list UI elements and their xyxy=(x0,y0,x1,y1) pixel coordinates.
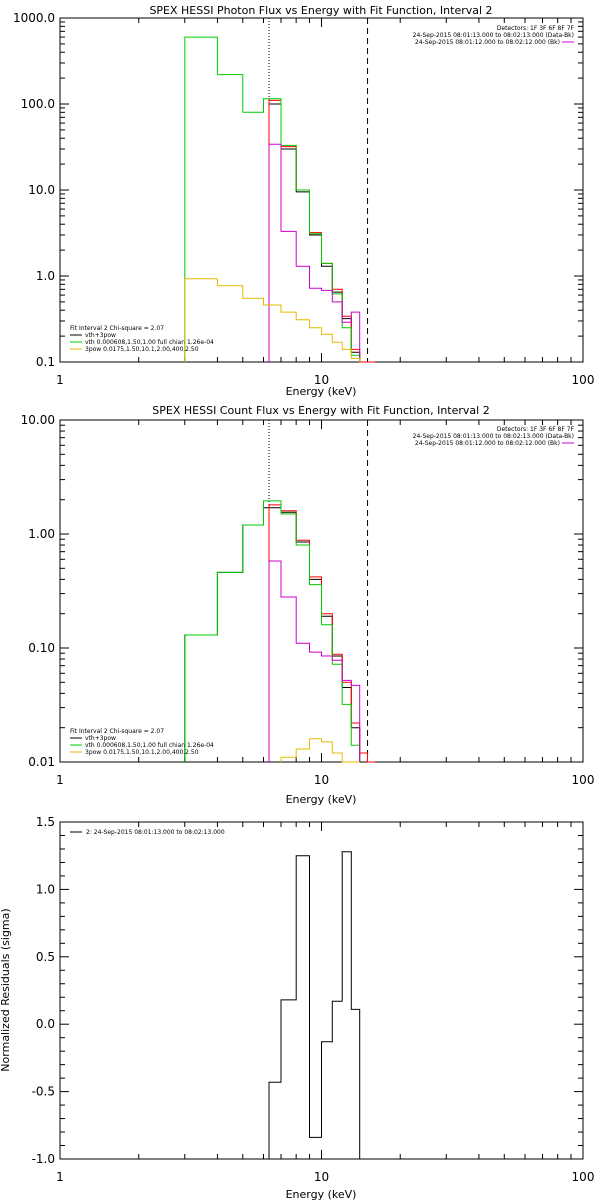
count-fit-label-vth: vth 0.000608,1.50,1.00 full chian 1.26e-… xyxy=(85,742,214,749)
count-x-ticks: 1 10 100 xyxy=(56,420,594,787)
residuals-y-tick-label: 0.0 xyxy=(36,1017,55,1031)
count-series-line-3 xyxy=(268,560,361,762)
photon-plot-frame xyxy=(59,17,584,363)
count-series-line-2 xyxy=(184,500,361,762)
count-y-tick-label: 10.00 xyxy=(21,413,55,427)
photon-y-tick-label: 1000.0 xyxy=(13,11,55,25)
count-fit-label-3pow: 3pow 0.0175,1.50,10.1,2.00,400,2.50 xyxy=(85,749,199,756)
residuals-y-tick-label: -1.0 xyxy=(32,1152,55,1166)
photon-y-tick-label: 0.1 xyxy=(36,355,55,369)
photon-detectors: Detectors: 1F 3F 6F 8F 7F xyxy=(497,25,575,32)
photon-chart-title: SPEX HESSI Photon Flux vs Energy with Fi… xyxy=(149,4,492,17)
residuals-y-tick-label: 1.5 xyxy=(36,815,55,829)
residuals-y-ticks: -1.0 -0.5 0.0 0.5 1.0 1.5 xyxy=(32,815,583,1166)
photon-fit-label-total: vth+3pow xyxy=(85,332,116,339)
photon-series xyxy=(184,36,375,363)
count-fit-legend: Fit Interval 2 Chi-square = 2.07 vth+3po… xyxy=(70,728,214,756)
photon-fit-label-3pow: 3pow 0.0175,1.50,10.1,2.00,400,2.50 xyxy=(85,346,199,353)
residuals-y-tick-label: 1.0 xyxy=(36,882,55,896)
photon-y-tick-label: 10.0 xyxy=(28,183,55,197)
count-chart-title: SPEX HESSI Count Flux vs Energy with Fit… xyxy=(152,404,489,417)
count-y-tick-label: 0.10 xyxy=(28,641,55,655)
count-y-ticks: 0.01 0.10 1.00 10.00 xyxy=(21,413,583,769)
photon-x-axis-label: Energy (keV) xyxy=(286,385,357,398)
count-y-tick-label: 0.01 xyxy=(28,755,55,769)
residuals-legend: 2: 24-Sep-2015 08:01:13.000 to 08:02:13.… xyxy=(70,829,225,836)
count-flux-panel: SPEX HESSI Count Flux vs Energy with Fit… xyxy=(21,404,595,806)
photon-fit-label-vth: vth 0.000608,1.50,1.00 full chian 1.26e-… xyxy=(85,339,214,346)
count-series-line-1 xyxy=(268,504,375,763)
residuals-y-tick-label: -0.5 xyxy=(32,1085,55,1099)
photon-bk-interval: 24-Sep-2015 08:01:12.000 to 08:02:12.000… xyxy=(415,39,560,46)
count-detectors: Detectors: 1F 3F 6F 8F 7F xyxy=(497,426,575,433)
residuals-series xyxy=(268,851,361,1159)
count-bk-interval: 24-Sep-2015 08:01:12.000 to 08:02:12.000… xyxy=(415,440,560,447)
residuals-y-axis-label: Normalized Residuals (sigma) xyxy=(0,908,12,1071)
count-info-text: Detectors: 1F 3F 6F 8F 7F 24-Sep-2015 08… xyxy=(413,426,575,447)
photon-x-tick-label: 1 xyxy=(56,373,64,387)
photon-x-tick-label: 10 xyxy=(314,373,329,387)
photon-data-interval: 24-Sep-2015 08:01:13.000 to 08:02:13.000… xyxy=(413,32,574,39)
residuals-legend-label: 2: 24-Sep-2015 08:01:13.000 to 08:02:13.… xyxy=(86,829,225,836)
photon-x-tick-label: 100 xyxy=(572,373,595,387)
residuals-panel: 1 10 100 -1.0 -0.5 0.0 0.5 1.0 1.5 Energy (keV)… xyxy=(0,815,594,1200)
photon-fit-header: Fit Interval 2 Chi-square = 2.07 xyxy=(70,325,164,332)
photon-info-text: Detectors: 1F 3F 6F 8F 7F 24-Sep-2015 08… xyxy=(413,25,575,46)
count-x-tick-label: 100 xyxy=(572,773,595,787)
residuals-x-ticks: 1 10 100 xyxy=(56,822,594,1184)
photon-series-line-3 xyxy=(268,143,361,362)
count-series xyxy=(184,500,375,763)
count-fit-label-total: vth+3pow xyxy=(85,735,116,742)
count-y-tick-label: 1.00 xyxy=(28,527,55,541)
photon-y-ticks: 0.1 1.0 10.0 100.0 1000.0 xyxy=(13,11,583,369)
count-x-tick-label: 10 xyxy=(314,773,329,787)
photon-y-tick-label: 100.0 xyxy=(21,97,55,111)
count-x-axis-label: Energy (keV) xyxy=(286,793,357,806)
count-x-tick-label: 1 xyxy=(56,773,64,787)
photon-energy-range-lines xyxy=(268,18,369,362)
photon-series-line-4 xyxy=(184,278,361,362)
photon-y-tick-label: 1.0 xyxy=(36,269,55,283)
photon-series-line-2 xyxy=(184,36,361,362)
residuals-x-axis-label: Energy (keV) xyxy=(286,1188,357,1200)
residuals-y-tick-label: 0.5 xyxy=(36,950,55,964)
count-data-interval: 24-Sep-2015 08:01:13.000 to 08:02:13.000… xyxy=(413,433,574,440)
residuals-x-tick-label: 10 xyxy=(314,1170,329,1184)
residuals-series-line-0 xyxy=(268,851,361,1159)
count-series-line-4 xyxy=(280,738,360,763)
residuals-x-tick-label: 1 xyxy=(56,1170,64,1184)
residuals-x-tick-label: 100 xyxy=(572,1170,595,1184)
count-energy-range-lines xyxy=(268,420,369,762)
photon-x-ticks: 1 10 100 xyxy=(56,18,594,387)
photon-flux-panel: SPEX HESSI Photon Flux vs Energy with Fi… xyxy=(13,4,594,398)
count-fit-header: Fit Interval 2 Chi-square = 2.07 xyxy=(70,728,164,735)
photon-fit-legend: Fit Interval 2 Chi-square = 2.07 vth+3po… xyxy=(70,325,214,353)
